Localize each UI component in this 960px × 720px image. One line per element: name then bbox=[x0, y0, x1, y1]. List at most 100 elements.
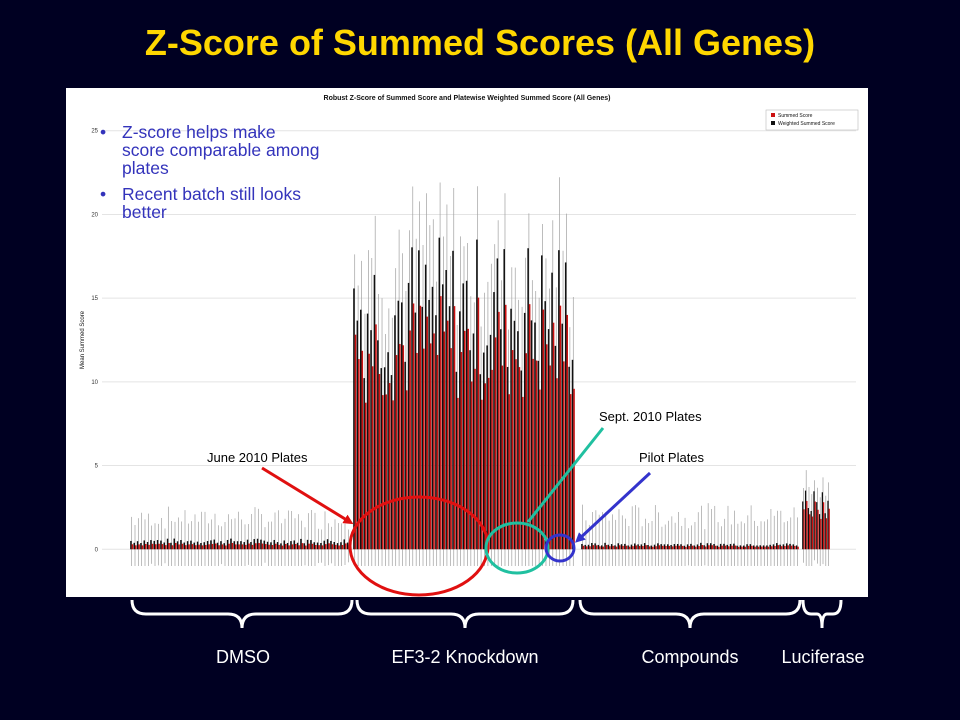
bar-weighted bbox=[600, 545, 603, 550]
bar-weighted bbox=[233, 541, 235, 550]
bar-summed bbox=[688, 545, 690, 550]
bar-weighted bbox=[686, 544, 689, 550]
bar-weighted bbox=[394, 315, 396, 550]
bar-summed bbox=[504, 304, 507, 550]
bar-weighted bbox=[173, 538, 175, 550]
bar-summed bbox=[328, 543, 330, 550]
bar-summed bbox=[474, 368, 476, 550]
bar-summed bbox=[268, 544, 270, 550]
bar-summed bbox=[341, 544, 344, 550]
bar-summed bbox=[794, 545, 796, 550]
bar-summed bbox=[501, 365, 504, 550]
bar-weighted bbox=[810, 510, 812, 550]
bar-weighted bbox=[700, 542, 702, 550]
bar-summed bbox=[288, 545, 290, 550]
bar-summed bbox=[542, 309, 545, 550]
bar-summed bbox=[238, 544, 240, 550]
bullet-list: • Z-score helps make score comparable am… bbox=[100, 123, 320, 229]
bar-weighted bbox=[373, 274, 376, 550]
bar-weighted bbox=[726, 544, 728, 550]
bar-weighted bbox=[587, 544, 590, 550]
bar-weighted bbox=[752, 545, 755, 550]
bar-weighted bbox=[584, 544, 586, 550]
bar-summed bbox=[321, 545, 324, 550]
bar-weighted bbox=[448, 306, 451, 550]
bar-weighted bbox=[802, 501, 804, 550]
bar-weighted bbox=[253, 539, 255, 550]
bar-summed bbox=[429, 343, 432, 550]
bar-summed bbox=[419, 305, 422, 550]
y-tick-label: 5 bbox=[95, 464, 99, 470]
bar-weighted bbox=[785, 543, 788, 550]
bar-weighted bbox=[400, 302, 403, 550]
bar-summed bbox=[228, 543, 230, 550]
bullet-dot-icon: • bbox=[100, 122, 107, 142]
bar-weighted bbox=[156, 540, 159, 550]
bar-summed bbox=[436, 354, 439, 550]
bar-summed bbox=[828, 508, 830, 550]
bar-summed bbox=[235, 544, 237, 550]
bar-summed bbox=[681, 545, 684, 550]
bar-weighted bbox=[370, 330, 372, 550]
bar-summed bbox=[295, 543, 297, 550]
bar-summed bbox=[767, 546, 770, 550]
bar-weighted bbox=[459, 311, 461, 550]
bar-weighted bbox=[250, 542, 252, 550]
bar-summed bbox=[388, 383, 391, 550]
bar-weighted bbox=[186, 541, 189, 550]
bar-summed bbox=[305, 545, 307, 550]
sept-plates-label: Sept. 2010 Plates bbox=[599, 409, 702, 424]
bar-weighted bbox=[630, 544, 633, 550]
bar-weighted bbox=[411, 247, 413, 550]
bar-summed bbox=[797, 546, 799, 550]
bar-summed bbox=[361, 350, 364, 550]
bar-summed bbox=[518, 367, 521, 550]
bar-summed bbox=[375, 324, 377, 550]
bar-weighted bbox=[607, 544, 610, 550]
bar-weighted bbox=[716, 545, 719, 550]
bar-summed bbox=[208, 544, 210, 550]
bar-summed bbox=[181, 543, 184, 550]
bar-weighted bbox=[653, 544, 656, 550]
bar-summed bbox=[409, 330, 411, 550]
june-plates-arrow bbox=[261, 466, 354, 525]
bar-summed bbox=[168, 543, 170, 550]
legend-box bbox=[765, 109, 859, 131]
bar-summed bbox=[291, 544, 294, 550]
bar-weighted bbox=[486, 345, 488, 550]
bar-summed bbox=[563, 361, 565, 550]
bullet-text: Recent batch still looks better bbox=[122, 184, 301, 222]
bar-weighted bbox=[260, 539, 262, 550]
bar-weighted bbox=[316, 542, 319, 550]
bar-weighted bbox=[438, 237, 441, 550]
bar-weighted bbox=[303, 543, 305, 550]
bar-summed bbox=[535, 360, 538, 550]
bar-weighted bbox=[683, 545, 686, 550]
bar-weighted bbox=[617, 543, 619, 550]
bar-weighted bbox=[313, 542, 315, 550]
bar-summed bbox=[281, 545, 284, 550]
bar-summed bbox=[704, 546, 707, 550]
bar-summed bbox=[477, 297, 480, 550]
bar-summed bbox=[711, 545, 713, 550]
bar-weighted bbox=[709, 543, 712, 550]
bar-weighted bbox=[558, 250, 560, 550]
sept-plates-circle bbox=[484, 521, 550, 575]
bar-weighted bbox=[541, 255, 543, 550]
bar-weighted bbox=[713, 544, 715, 550]
bar-summed bbox=[195, 545, 197, 550]
bar-summed bbox=[552, 322, 555, 550]
bar-summed bbox=[395, 355, 398, 550]
bar-summed bbox=[780, 546, 783, 550]
bar-weighted bbox=[230, 538, 232, 550]
bar-summed bbox=[498, 311, 500, 550]
bar-weighted bbox=[500, 329, 502, 550]
y-tick-label: 25 bbox=[91, 129, 98, 135]
bar-summed bbox=[675, 545, 677, 550]
bar-weighted bbox=[163, 542, 165, 550]
bar-summed bbox=[731, 545, 733, 550]
bar-weighted bbox=[627, 545, 629, 550]
bar-summed bbox=[566, 314, 568, 550]
bar-summed bbox=[727, 546, 730, 550]
bar-summed bbox=[645, 545, 647, 550]
